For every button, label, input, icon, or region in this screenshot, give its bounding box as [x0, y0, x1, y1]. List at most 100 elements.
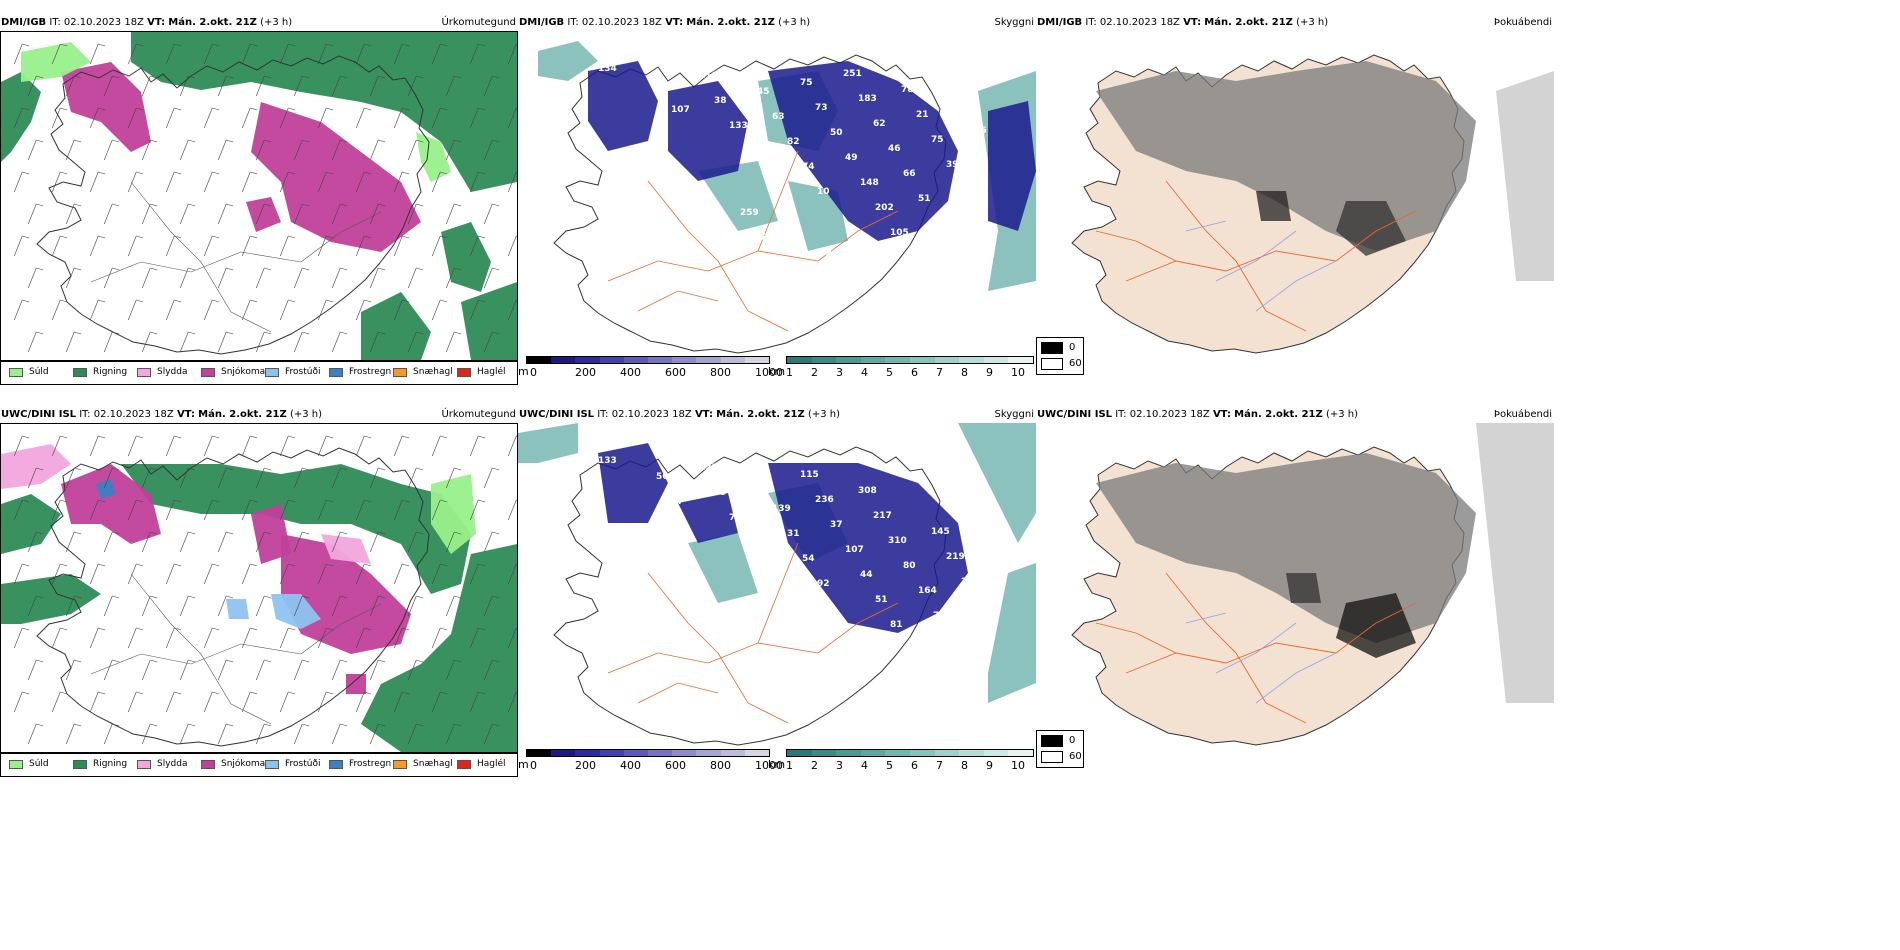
coastline	[36, 55, 430, 355]
cloud-base-value: 88	[755, 233, 768, 243]
cloud-base-value: 268	[886, 290, 905, 300]
colorbar-tick: 800	[710, 366, 731, 379]
colorbar-segment	[983, 750, 1009, 756]
precip-legend: Súld Rigning Slydda Snjókoma Frostúði Frostre…	[0, 361, 518, 385]
height-colorbar: m 0 200 400 600 800 1000	[518, 356, 783, 379]
panel-title: Úrkomutegund	[441, 17, 516, 28]
cloud-base-value: 133	[598, 456, 617, 466]
legend-label: Snjókoma	[221, 759, 266, 769]
cloud-base-value: 115	[800, 470, 819, 480]
wind-barbs	[13, 43, 538, 353]
cloud-base-value: 202	[875, 203, 894, 213]
colorbar-segment	[885, 357, 910, 363]
legend-label: Haglél	[477, 367, 506, 377]
model-name: DMI/IGB	[1037, 17, 1083, 28]
panel-header: UWC/DINI ISL IT: 02.10.2023 18Z VT: Mán.…	[0, 409, 518, 423]
fog-key-swatch	[1041, 735, 1063, 747]
cloud-base-value: 89	[641, 285, 654, 295]
colorbar-tick: 400	[620, 759, 641, 772]
precip-type-panel-dmi: DMI/IGB IT: 02.10.2023 18Z VT: Mán. 2.ok…	[0, 13, 538, 385]
colorbar-tick: 9	[986, 759, 993, 772]
colorbar-segment	[959, 750, 984, 756]
cloud-base-value: 57	[770, 650, 783, 660]
colorbar-tick: 800	[710, 759, 731, 772]
vt-label: VT:	[1212, 409, 1231, 420]
panel-header: UWC/DINI ISL IT: 02.10.2023 18Z VT: Mán.…	[1036, 409, 1554, 423]
colorbar-segment	[909, 750, 935, 756]
colorbar-segment	[934, 750, 960, 756]
colorbar-tick: 0	[530, 759, 537, 772]
colorbar-segment	[1008, 357, 1033, 363]
legend-swatch	[393, 368, 407, 377]
cloud-base-value: 44	[860, 570, 873, 580]
colorbar-segment	[648, 750, 673, 756]
fog-map	[1036, 423, 1554, 753]
colorbar-tick: 8	[961, 366, 968, 379]
colorbar-tick: 1000	[755, 759, 783, 772]
it-label: IT:	[79, 409, 91, 420]
lead-time: (+3 h)	[1325, 409, 1358, 420]
visibility-unit: km	[768, 365, 786, 378]
colorbar-segment	[623, 357, 649, 363]
legend-label: Frostregn	[349, 759, 392, 769]
cloud-base-labels: 133 17 12 92 81 79 56 77 54 51 41 46 39 31 44 79 159 123 1…	[598, 456, 995, 694]
cloud-base-value: 251	[843, 69, 862, 79]
vt-label: VT:	[694, 409, 713, 420]
fog-key-swatch	[1041, 342, 1063, 354]
fog-shading	[1096, 423, 1554, 703]
cloud-base-value: 54	[669, 251, 682, 261]
it-value: 02.10.2023 18Z	[93, 409, 174, 420]
fog-map	[1036, 31, 1554, 361]
panel-title: Þokuábendi	[1493, 409, 1552, 420]
colorbar-tick: 2	[811, 366, 818, 379]
panel-title: Skyggni	[994, 17, 1034, 28]
colorbar-tick: 5	[886, 366, 893, 379]
lead-time: (+3 h)	[289, 409, 322, 420]
fog-index-panel-dmi: DMI/IGB IT: 02.10.2023 18Z VT: Mán. 2.ok…	[1036, 13, 1554, 385]
cloud-base-value: 66	[903, 169, 916, 179]
cloud-base-value: 62	[873, 119, 886, 129]
colorbar-tick: 2	[811, 759, 818, 772]
it-value: 02.10.2023 18Z	[1129, 409, 1210, 420]
fog-index-panel-uwc: UWC/DINI ISL IT: 02.10.2023 18Z VT: Mán.…	[1036, 405, 1554, 777]
cloud-base-value: 51	[918, 194, 931, 204]
legend-swatch	[201, 760, 215, 769]
it-value: 02.10.2023 18Z	[611, 409, 692, 420]
colorbar-segment	[720, 357, 745, 363]
it-label: IT:	[1085, 17, 1097, 28]
colorbar-segment	[551, 750, 576, 756]
cloud-base-value: 17	[671, 497, 684, 507]
cloud-base-value: 81	[890, 620, 903, 630]
it-value: 02.10.2023 18Z	[63, 17, 144, 28]
vt-value: Mán. 2.okt. 21Z	[168, 17, 257, 28]
fog-key-label: 60	[1069, 358, 1082, 369]
fog-key: 0 60	[1036, 730, 1084, 768]
cloud-base-value: 54	[802, 554, 815, 564]
cloud-base-shading	[598, 443, 968, 633]
colorbar-segment	[720, 750, 745, 756]
colorbar-tick: 10	[1011, 759, 1025, 772]
cloud-base-value: 237	[639, 593, 658, 603]
colorbar-segment	[1008, 750, 1033, 756]
colorbar-tick: 200	[575, 759, 596, 772]
colorbar-tick: 4	[861, 366, 868, 379]
cloud-base-value: 128	[933, 219, 952, 229]
vt-value: Mán. 2.okt. 21Z	[1204, 17, 1293, 28]
colorbar-segment	[909, 357, 935, 363]
colorbar-segment	[787, 357, 812, 363]
colorbar-segment	[934, 357, 960, 363]
colorbar-segment	[744, 357, 770, 363]
panel-header: DMI/IGB IT: 02.10.2023 18Z VT: Mán. 2.ok…	[0, 17, 518, 31]
cloud-base-value: 47	[727, 267, 740, 277]
colorbar-segment	[959, 357, 984, 363]
vt-value: Mán. 2.okt. 21Z	[716, 409, 805, 420]
cloud-base-value: 74	[802, 162, 815, 172]
cloud-base-value: 139	[772, 504, 791, 514]
cloud-base-value: 73	[684, 668, 697, 678]
height-unit: m	[518, 758, 529, 771]
precip-legend: Súld Rigning Slydda Snjókoma Frostúði Frostre…	[0, 753, 518, 777]
cloud-base-value: 262	[813, 249, 832, 259]
colorbar-segment	[983, 357, 1009, 363]
legend-swatch	[137, 760, 151, 769]
legend-swatch	[9, 368, 23, 377]
